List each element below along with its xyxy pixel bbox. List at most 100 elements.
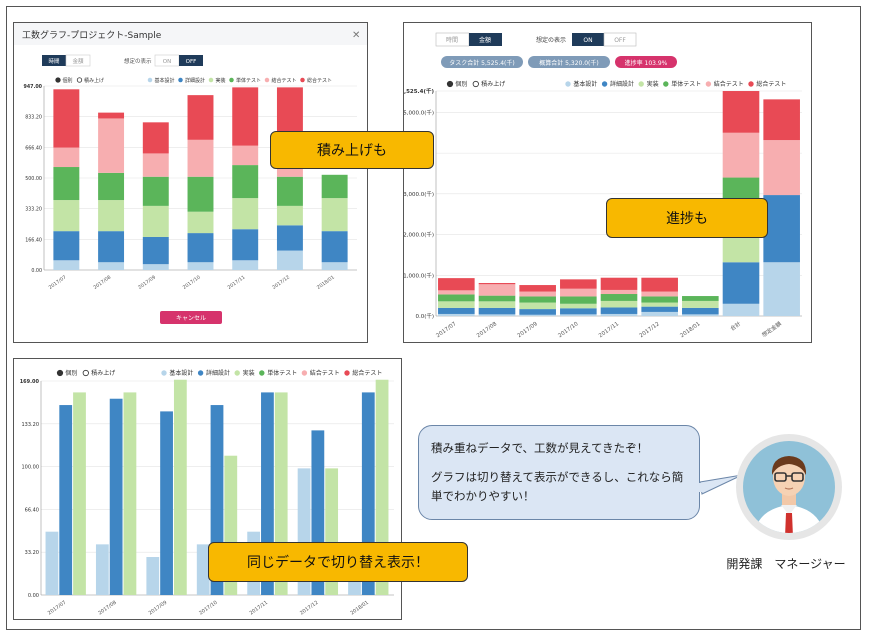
bar[interactable] <box>160 411 173 595</box>
bar-segment[interactable] <box>142 153 169 177</box>
bar-segment[interactable] <box>478 301 516 308</box>
legend-series-icon[interactable] <box>161 370 167 376</box>
bar-segment[interactable] <box>682 296 719 301</box>
bar-segment[interactable] <box>142 236 169 265</box>
legend-series-icon[interactable] <box>178 77 183 83</box>
bar-segment[interactable] <box>98 112 125 119</box>
legend-series-icon[interactable] <box>229 77 234 83</box>
toggle-time[interactable] <box>42 55 66 66</box>
legend-series-icon[interactable] <box>705 81 712 87</box>
bar-segment[interactable] <box>98 262 125 270</box>
legend-mode-icon[interactable] <box>76 77 83 83</box>
bar-segment[interactable] <box>641 277 678 292</box>
bar-segment[interactable] <box>53 260 80 270</box>
legend-series-icon[interactable] <box>638 81 644 87</box>
bar-segment[interactable] <box>560 303 597 309</box>
legend-mode-label[interactable]: 個別 <box>455 80 467 88</box>
legend-mode-label[interactable]: 個別 <box>63 77 73 84</box>
toggle-amount[interactable] <box>469 33 502 46</box>
bar[interactable] <box>123 392 137 595</box>
bar-segment[interactable] <box>478 307 516 315</box>
legend-mode-icon[interactable] <box>56 369 64 377</box>
bar-segment[interactable] <box>600 277 638 290</box>
bar-segment[interactable] <box>763 262 800 316</box>
bar-segment[interactable] <box>98 118 125 173</box>
bar-segment[interactable] <box>321 231 348 263</box>
bar-segment[interactable] <box>600 294 638 301</box>
bar-segment[interactable] <box>187 139 214 177</box>
bar-segment[interactable] <box>321 198 348 232</box>
bar-segment[interactable] <box>600 307 638 314</box>
bar-segment[interactable] <box>600 313 638 316</box>
legend-series-label[interactable]: 詳細設計 <box>610 80 634 88</box>
legend-mode-label[interactable]: 個別 <box>65 369 77 377</box>
legend-mode-icon[interactable] <box>446 80 454 88</box>
bar[interactable] <box>109 398 123 595</box>
bar-segment[interactable] <box>438 294 475 302</box>
bar-segment[interactable] <box>232 198 259 230</box>
legend-series-label[interactable]: 単体テスト <box>671 80 701 88</box>
bar-segment[interactable] <box>232 165 259 199</box>
bar-segment[interactable] <box>519 285 556 292</box>
bar-segment[interactable] <box>98 200 125 232</box>
bar-segment[interactable] <box>560 296 597 304</box>
bar[interactable] <box>59 405 73 595</box>
bar-segment[interactable] <box>53 147 80 168</box>
legend-series-label[interactable]: 基本設計 <box>573 80 597 88</box>
bar-segment[interactable] <box>722 262 760 304</box>
legend-series-label[interactable]: 結合テスト <box>310 369 340 377</box>
bar-segment[interactable] <box>763 140 800 196</box>
legend-series-icon[interactable] <box>344 370 350 376</box>
bar-segment[interactable] <box>641 291 678 297</box>
bar-segment[interactable] <box>187 211 214 234</box>
bar-segment[interactable] <box>276 176 303 206</box>
legend-series-icon[interactable] <box>197 370 204 376</box>
legend-series-icon[interactable] <box>264 77 270 83</box>
legend-series-label[interactable]: 詳細設計 <box>185 77 205 84</box>
legend-series-label[interactable]: 総合テスト <box>756 80 786 88</box>
bar-segment[interactable] <box>641 302 678 307</box>
bar-segment[interactable] <box>53 167 80 201</box>
bar-segment[interactable] <box>763 195 800 263</box>
bar-segment[interactable] <box>519 302 556 310</box>
bar-segment[interactable] <box>560 314 597 316</box>
bar-segment[interactable] <box>53 89 80 148</box>
legend-mode-icon[interactable] <box>472 80 479 88</box>
bar-segment[interactable] <box>276 205 303 226</box>
legend-series-icon[interactable] <box>663 81 669 87</box>
bar-segment[interactable] <box>98 231 125 263</box>
bar-segment[interactable] <box>321 262 348 270</box>
legend-series-icon[interactable] <box>147 77 153 83</box>
bar[interactable] <box>173 379 187 595</box>
close-icon[interactable]: ✕ <box>352 30 360 41</box>
bar-segment[interactable] <box>560 308 597 315</box>
bar-segment[interactable] <box>438 313 475 316</box>
bar-segment[interactable] <box>722 91 760 133</box>
toggle-amount[interactable] <box>65 54 91 67</box>
bar-segment[interactable] <box>478 295 516 302</box>
cancel-button[interactable] <box>160 311 222 324</box>
bar[interactable] <box>95 544 109 595</box>
bar-segment[interactable] <box>478 314 516 316</box>
legend-series-label[interactable]: 総合テスト <box>352 369 382 377</box>
bar-segment[interactable] <box>560 279 597 289</box>
bar-segment[interactable] <box>232 87 259 146</box>
bar-segment[interactable] <box>142 176 169 206</box>
bar-segment[interactable] <box>641 296 678 303</box>
bar-segment[interactable] <box>232 145 259 166</box>
legend-series-label[interactable]: 基本設計 <box>155 77 175 84</box>
bar-segment[interactable] <box>142 205 169 237</box>
legend-series-icon[interactable] <box>301 370 308 376</box>
legend-series-icon[interactable] <box>601 81 608 87</box>
bar-segment[interactable] <box>682 300 719 308</box>
legend-series-icon[interactable] <box>259 370 265 376</box>
legend-series-icon[interactable] <box>234 370 240 376</box>
bar[interactable] <box>375 379 389 595</box>
bar-segment[interactable] <box>276 225 303 251</box>
bar-segment[interactable] <box>187 176 214 212</box>
legend-series-label[interactable]: 単体テスト <box>236 77 261 84</box>
legend-series-icon[interactable] <box>208 77 214 83</box>
legend-mode-label[interactable]: 積み上げ <box>91 369 115 377</box>
bar-segment[interactable] <box>142 122 169 154</box>
bar-segment[interactable] <box>519 291 556 297</box>
